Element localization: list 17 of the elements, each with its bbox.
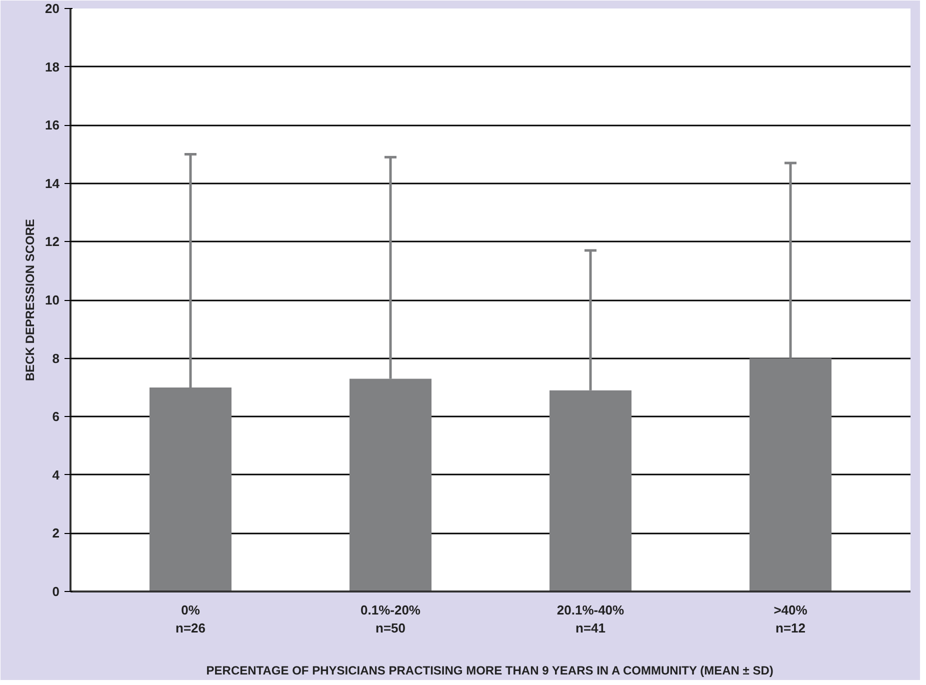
- y-tick-label: 0: [52, 584, 60, 599]
- y-tick-label: 10: [45, 292, 60, 308]
- x-tick-label: 0% n=26: [176, 602, 206, 636]
- y-tick-label: 16: [45, 118, 60, 133]
- y-tick-label: 4: [52, 467, 60, 482]
- y-axis-title: BECK DEPRESSION SCORE: [23, 218, 38, 382]
- y-tick-label: 12: [45, 234, 60, 250]
- y-tick-label: 18: [45, 59, 60, 74]
- y-tick-label: 8: [52, 350, 60, 366]
- x-tick-label: 0.1%-20% n=50: [360, 602, 421, 636]
- y-tick-label: 20: [45, 1, 60, 16]
- y-tick-label: 6: [52, 409, 60, 424]
- x-axis-title: PERCENTAGE OF PHYSICIANS PRACTISING MORE THAN 9 YEARS IN A COMMUNITY (MEAN ± SD): [206, 664, 774, 678]
- x-tick-label: >40% n=12: [774, 602, 808, 636]
- y-tick-label: 2: [52, 526, 60, 541]
- y-tick-label: 14: [45, 176, 60, 191]
- x-tick-label: 20.1%-40% n=41: [556, 602, 625, 636]
